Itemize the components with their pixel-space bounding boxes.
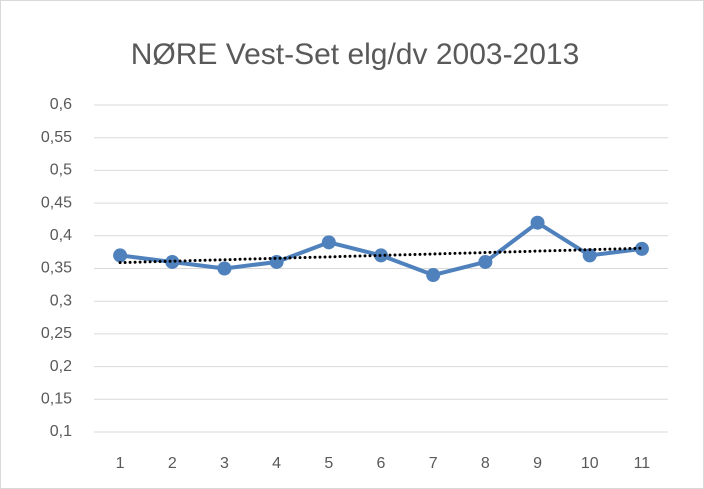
data-point bbox=[530, 215, 545, 230]
x-tick-label: 10 bbox=[581, 455, 599, 472]
trendline bbox=[118, 246, 644, 265]
x-tick-label: 5 bbox=[324, 455, 333, 472]
data-point bbox=[582, 248, 597, 263]
x-tick-label: 9 bbox=[533, 455, 542, 472]
x-tick-label: 4 bbox=[272, 455, 281, 472]
x-tick-label: 3 bbox=[220, 455, 229, 472]
x-tick-label: 11 bbox=[634, 455, 651, 472]
x-tick-label: 2 bbox=[168, 455, 177, 472]
data-point bbox=[478, 254, 493, 269]
x-tick-label: 1 bbox=[116, 455, 125, 472]
x-tick-label: 8 bbox=[481, 455, 490, 472]
chart-title: NØRE Vest-Set elg/dv 2003-2013 bbox=[131, 38, 580, 71]
data-point bbox=[321, 235, 336, 250]
y-tick-label: 0,6 bbox=[50, 96, 72, 113]
y-tick-label: 0,45 bbox=[41, 194, 72, 211]
y-tick-label: 0,55 bbox=[41, 129, 72, 146]
y-tick-label: 0,1 bbox=[50, 423, 72, 440]
data-point bbox=[269, 254, 284, 269]
data-point bbox=[165, 254, 180, 269]
y-tick-label: 0,35 bbox=[41, 260, 72, 277]
x-tick-label: 6 bbox=[377, 455, 386, 472]
data-point bbox=[426, 268, 441, 283]
y-tick-label: 0,2 bbox=[50, 358, 72, 375]
y-tick-label: 0,5 bbox=[50, 162, 72, 179]
y-tick-label: 0,4 bbox=[50, 227, 72, 244]
data-point bbox=[217, 261, 232, 276]
data-point bbox=[113, 248, 128, 263]
y-tick-label: 0,3 bbox=[50, 292, 72, 309]
y-tick-label: 0,25 bbox=[41, 325, 72, 342]
y-tick-label: 0,15 bbox=[41, 391, 72, 408]
data-point bbox=[634, 241, 649, 256]
x-tick-label: 7 bbox=[429, 455, 438, 472]
